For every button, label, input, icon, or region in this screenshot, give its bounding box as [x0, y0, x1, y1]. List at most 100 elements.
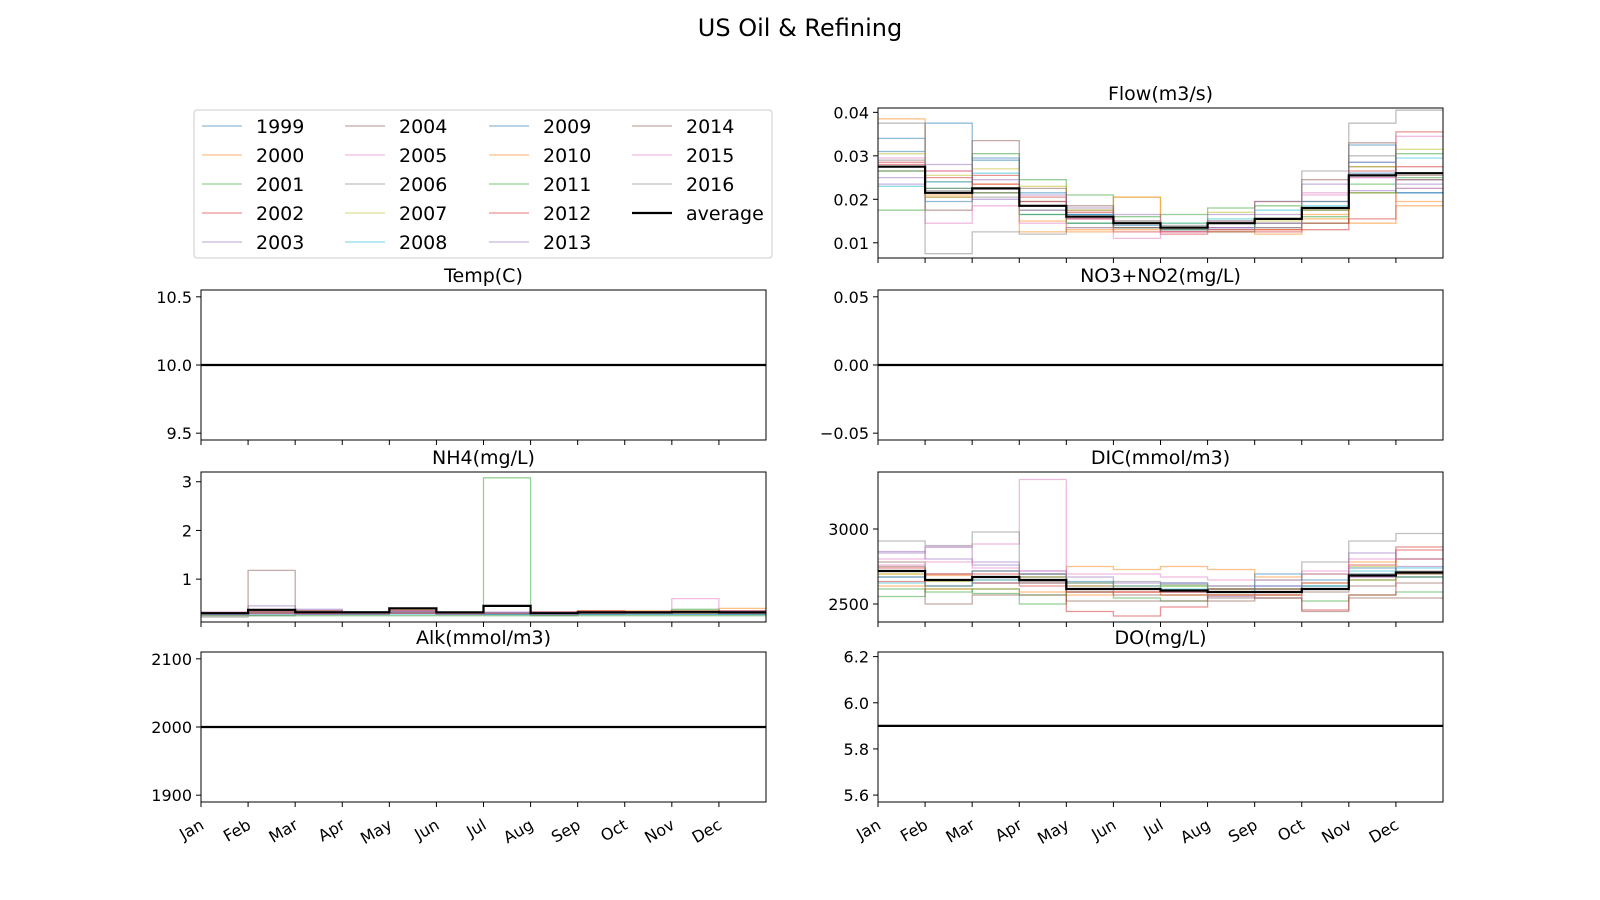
legend-label: 2004: [399, 116, 447, 138]
subplot-nh4-mg-l: NH4(mg/L) 1 2 3: [182, 447, 767, 627]
legend-label: 2007: [399, 203, 447, 225]
x-tick-label-aug: Aug: [500, 815, 537, 847]
x-tick-label-jul: Jul: [462, 815, 489, 842]
y-tick-label: 10.5: [156, 288, 192, 307]
y-tick-label: 9.5: [167, 424, 192, 443]
legend-label: 2015: [686, 145, 734, 167]
legend-item-2008: 2008: [345, 232, 447, 254]
x-tick-label-sep: Sep: [1225, 815, 1261, 847]
y-tick-label: −0.05: [820, 424, 869, 443]
legend: 1999 2000 2001 2002 2003 2004 2005 2006 2007 2008…: [193, 109, 773, 259]
series-line-average: [878, 569, 1443, 594]
series-line-average: [201, 604, 766, 615]
subplot-title: DO(mg/L): [1115, 627, 1207, 649]
legend-item-2013: 2013: [489, 232, 591, 254]
y-tick-label: 1: [182, 570, 192, 589]
x-tick-label-jun: Jun: [410, 815, 442, 844]
series-line-2016: [878, 109, 1443, 255]
y-tick-label: 3000: [828, 520, 869, 539]
x-tick-label-feb: Feb: [897, 815, 931, 846]
legend-item-1999: 1999: [202, 116, 304, 138]
y-tick-label: 2000: [151, 718, 192, 737]
x-tick-label-dec: Dec: [1366, 815, 1402, 847]
legend-item-2016: 2016: [632, 174, 734, 196]
legend-label: 2016: [686, 174, 734, 196]
subplot-title: NH4(mg/L): [432, 447, 535, 469]
series-line-2001: [201, 477, 766, 615]
legend-item-2005: 2005: [345, 145, 447, 167]
x-tick-label-jun: Jun: [1087, 815, 1119, 844]
series-line-2014: [878, 561, 1443, 613]
y-tick-label: 6.0: [844, 694, 869, 713]
x-tick-label-sep: Sep: [548, 815, 584, 847]
legend-label: 2012: [543, 203, 591, 225]
x-tick-label-nov: Nov: [641, 815, 678, 847]
y-tick-label: 3: [182, 473, 192, 492]
x-tick-label-jul: Jul: [1139, 815, 1166, 842]
legend-label: 2008: [399, 232, 447, 254]
legend-label: 2010: [543, 145, 591, 167]
legend-label: 2009: [543, 116, 591, 138]
subplot-title: DIC(mmol/m3): [1091, 447, 1230, 469]
y-tick-label: 0.00: [833, 356, 869, 375]
legend-label: 2002: [256, 203, 304, 225]
legend-item-2012: 2012: [489, 203, 591, 225]
legend-item-average: average: [632, 203, 764, 225]
series-line-2015: [878, 558, 1443, 581]
legend-label: 2006: [399, 174, 447, 196]
x-tick-label-apr: Apr: [315, 815, 349, 846]
x-tick-label-feb: Feb: [220, 815, 254, 846]
y-tick-label: 0.02: [833, 190, 869, 209]
x-tick-label-oct: Oct: [597, 815, 630, 845]
plot-frame: [877, 651, 1444, 803]
legend-label: 2001: [256, 174, 304, 196]
x-tick-label-jan: Jan: [175, 815, 207, 844]
legend-item-2007: 2007: [345, 203, 447, 225]
subplot-title: Flow(m3/s): [1108, 83, 1213, 105]
subplot-title: NO3+NO2(mg/L): [1080, 265, 1241, 287]
legend-item-2014: 2014: [632, 116, 734, 138]
legend-label: 2013: [543, 232, 591, 254]
y-tick-label: 0.05: [833, 288, 869, 307]
x-tick-label-mar: Mar: [266, 815, 302, 847]
legend-item-2006: 2006: [345, 174, 447, 196]
y-tick-label: 2: [182, 521, 192, 540]
legend-item-2002: 2002: [202, 203, 304, 225]
x-tick-label-aug: Aug: [1177, 815, 1214, 847]
subplot-alk-mmol-m3: Alk(mmol/m3) 1900 2000 2100 Jan Feb Mar Apr May J…: [151, 627, 767, 848]
legend-label: 1999: [256, 116, 304, 138]
figure-title: US Oil & Refining: [698, 14, 902, 42]
x-tick-label-jan: Jan: [852, 815, 884, 844]
y-tick-label: 1900: [151, 786, 192, 805]
x-tick-label-mar: Mar: [943, 815, 979, 847]
y-tick-label: 2100: [151, 650, 192, 669]
legend-item-2009: 2009: [489, 116, 591, 138]
x-tick-label-nov: Nov: [1318, 815, 1355, 847]
legend-item-2010: 2010: [489, 145, 591, 167]
x-tick-label-may: May: [1034, 815, 1072, 848]
legend-label: average: [686, 203, 764, 225]
subplot-title: Temp(C): [443, 265, 523, 287]
legend-item-2003: 2003: [202, 232, 304, 254]
y-tick-label: 6.2: [844, 648, 869, 667]
y-tick-label: 2500: [828, 595, 869, 614]
legend-item-2001: 2001: [202, 174, 304, 196]
series-line-2016: [878, 531, 1443, 587]
series-line-average: [878, 165, 1443, 229]
legend-item-2011: 2011: [489, 174, 591, 196]
subplot-dic-mmol-m3: DIC(mmol/m3) 2500 3000: [828, 447, 1444, 627]
subplot-flow-m3-s: Flow(m3/s) 0.01 0.02 0.03 0.04: [833, 83, 1444, 263]
legend-item-2015: 2015: [632, 145, 734, 167]
x-tick-label-dec: Dec: [689, 815, 725, 847]
y-tick-label: 0.04: [833, 103, 869, 122]
legend-label: 2014: [686, 116, 734, 138]
legend-label: 2005: [399, 145, 447, 167]
y-tick-label: 5.6: [844, 786, 869, 805]
legend-frame: [193, 109, 773, 259]
legend-item-2004: 2004: [345, 116, 447, 138]
series-group: [878, 109, 1443, 255]
subplot-temp-c: Temp(C) 9.5 10.0 10.5: [156, 265, 767, 445]
subplot-do-mg-l: DO(mg/L) 5.6 5.8 6.0 6.2 Jan Feb Mar Apr May Jun Ju…: [844, 627, 1444, 848]
legend-label: 2011: [543, 174, 591, 196]
